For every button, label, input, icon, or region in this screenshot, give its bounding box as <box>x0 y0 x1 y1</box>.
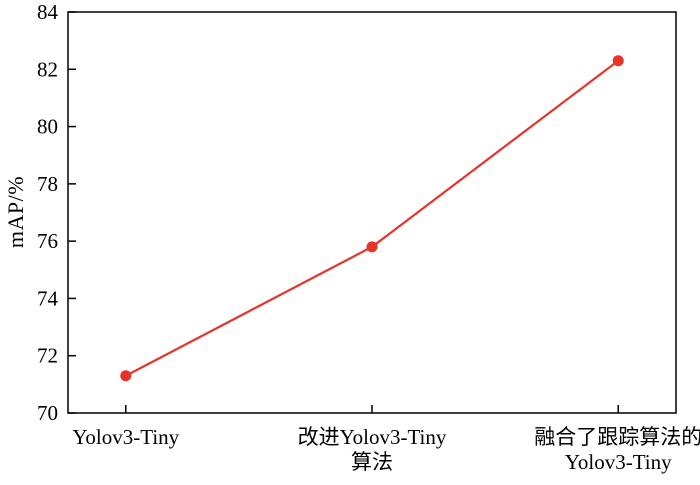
y-tick-label: 84 <box>37 0 59 24</box>
data-line <box>125 59 619 377</box>
y-tick-label: 74 <box>37 286 59 310</box>
y-tick-label: 70 <box>37 401 58 425</box>
data-point <box>612 55 624 67</box>
y-tick-label: 76 <box>37 229 58 253</box>
x-tick-label: 改进Yolov3-Tiny 算法 <box>298 425 447 474</box>
data-point <box>120 370 132 382</box>
x-tick-label: 融合了跟踪算法的 Yolov3-Tiny <box>534 425 700 474</box>
y-tick-label: 72 <box>37 344 58 368</box>
y-tick-label: 82 <box>37 57 58 81</box>
plot-border <box>67 11 677 414</box>
y-tick-label: 78 <box>37 172 58 196</box>
data-point <box>366 241 378 253</box>
y-axis-label: mAP/% <box>3 175 28 249</box>
x-tick-label: Yolov3-Tiny <box>72 425 179 449</box>
y-tick-label: 80 <box>37 115 58 139</box>
